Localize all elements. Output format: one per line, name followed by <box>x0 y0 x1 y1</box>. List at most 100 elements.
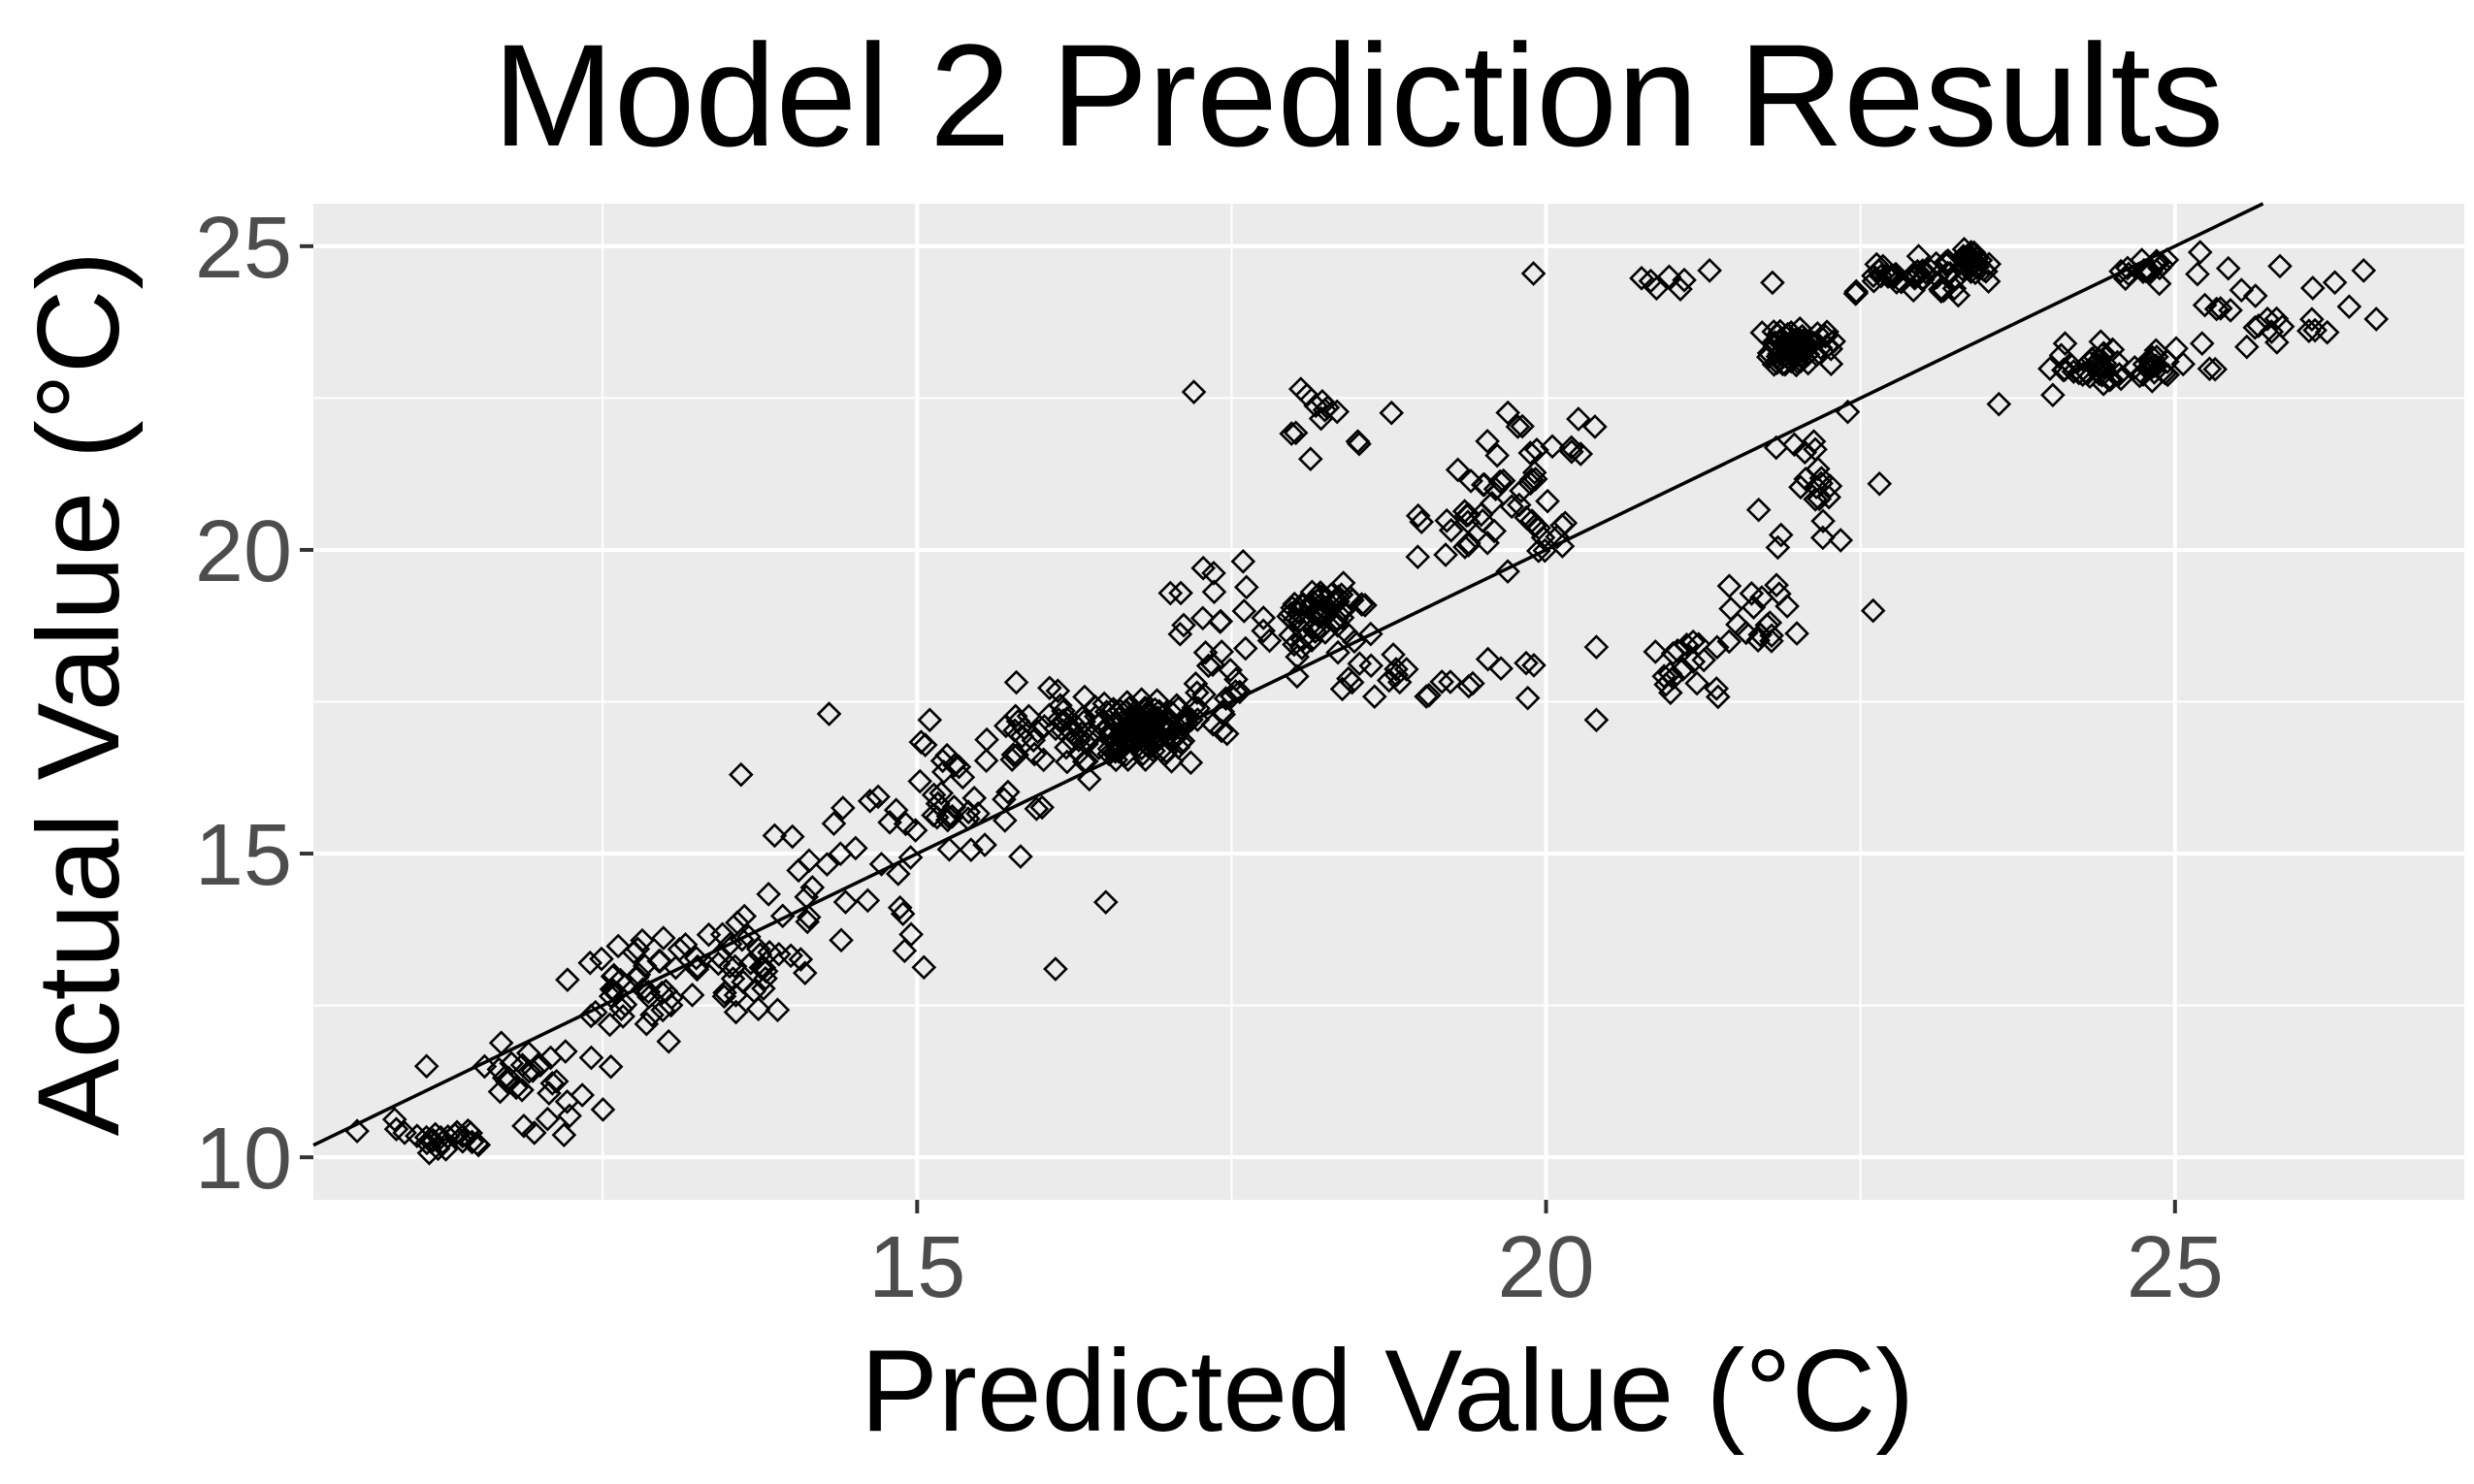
data-point <box>1482 476 1509 502</box>
data-point <box>650 997 676 1023</box>
data-point <box>487 1079 513 1105</box>
data-point <box>821 811 847 836</box>
data-point <box>1526 515 1552 541</box>
data-point <box>1302 619 1328 645</box>
data-point <box>1495 400 1521 426</box>
data-point <box>995 779 1021 805</box>
data-point <box>495 1069 520 1095</box>
reference-line <box>312 202 2264 1147</box>
data-point <box>1178 750 1204 776</box>
data-point <box>1475 646 1501 672</box>
data-point <box>1409 509 1435 535</box>
data-point <box>1046 707 1071 732</box>
data-point <box>634 1011 660 1037</box>
data-point <box>737 950 764 976</box>
data-point <box>1767 318 1793 344</box>
data-point <box>1036 675 1062 701</box>
data-point <box>557 1103 582 1129</box>
data-point <box>1904 258 1931 284</box>
data-point <box>1094 715 1121 740</box>
data-point <box>1535 488 1560 514</box>
data-point <box>1347 651 1373 677</box>
data-point <box>1233 574 1259 600</box>
data-point <box>1043 956 1068 982</box>
data-point <box>1629 265 1654 291</box>
data-point <box>444 1119 470 1145</box>
data-point <box>799 875 826 900</box>
data-point <box>1347 431 1372 457</box>
data-point <box>1256 628 1283 654</box>
data-point <box>2351 258 2377 283</box>
data-point <box>679 983 705 1008</box>
data-point <box>2058 351 2083 377</box>
data-point <box>1438 517 1464 543</box>
data-point <box>1192 639 1219 665</box>
data-point <box>1510 413 1535 439</box>
data-point <box>1310 389 1335 414</box>
data-point <box>1860 597 1886 624</box>
data-point <box>1514 650 1539 676</box>
data-point <box>1201 579 1227 605</box>
data-point <box>2164 336 2189 362</box>
data-point <box>865 784 891 810</box>
data-point <box>1499 494 1525 520</box>
data-point <box>1376 667 1402 694</box>
data-point <box>1704 676 1730 701</box>
data-point <box>1005 708 1031 734</box>
data-point <box>1231 598 1257 624</box>
data-point <box>472 1053 498 1080</box>
data-point <box>1931 277 1957 304</box>
data-point <box>1285 644 1310 670</box>
data-point <box>1209 718 1234 744</box>
data-point <box>2264 330 2290 355</box>
data-point <box>1308 405 1334 432</box>
data-point <box>1058 719 1084 744</box>
data-point <box>2187 240 2213 265</box>
data-point <box>1788 474 1813 500</box>
y-axis-label: Actual Value (°C) <box>14 251 144 1137</box>
data-point <box>1092 889 1119 915</box>
data-point <box>2299 275 2326 301</box>
data-point <box>577 950 603 976</box>
data-point <box>893 811 919 837</box>
data-point <box>1784 621 1809 646</box>
data-point <box>1168 730 1194 756</box>
data-point <box>1230 548 1256 574</box>
data-point <box>1113 742 1139 768</box>
data-point <box>1818 351 1844 377</box>
data-point <box>958 837 984 863</box>
data-point <box>883 797 909 823</box>
x-axis-label: Predicted Value (°C) <box>861 1326 1914 1456</box>
data-point <box>1568 441 1594 467</box>
data-point <box>570 1082 596 1108</box>
data-point <box>646 949 672 974</box>
data-point <box>1433 542 1458 567</box>
data-point <box>855 887 881 914</box>
data-point <box>1524 436 1549 463</box>
data-point <box>797 848 822 874</box>
data-point <box>917 707 943 733</box>
data-point <box>1521 653 1546 678</box>
data-point <box>1757 610 1783 635</box>
data-point <box>2267 253 2293 279</box>
data-point <box>1383 657 1409 682</box>
data-point <box>1278 623 1303 648</box>
data-point <box>1000 742 1026 767</box>
data-point <box>1168 580 1193 606</box>
data-point <box>551 1122 577 1148</box>
data-point <box>499 1050 525 1077</box>
data-point <box>1768 522 1794 548</box>
data-point <box>1644 275 1670 302</box>
data-point <box>521 1120 547 1145</box>
data-point <box>757 940 782 965</box>
data-point <box>1520 261 1546 286</box>
data-point <box>1324 399 1351 425</box>
data-point <box>2052 331 2078 356</box>
data-point <box>1705 684 1731 710</box>
data-point <box>663 954 689 981</box>
data-point <box>2322 270 2348 296</box>
data-point <box>528 1052 553 1079</box>
data-point <box>598 1053 624 1080</box>
data-point <box>1329 605 1355 630</box>
